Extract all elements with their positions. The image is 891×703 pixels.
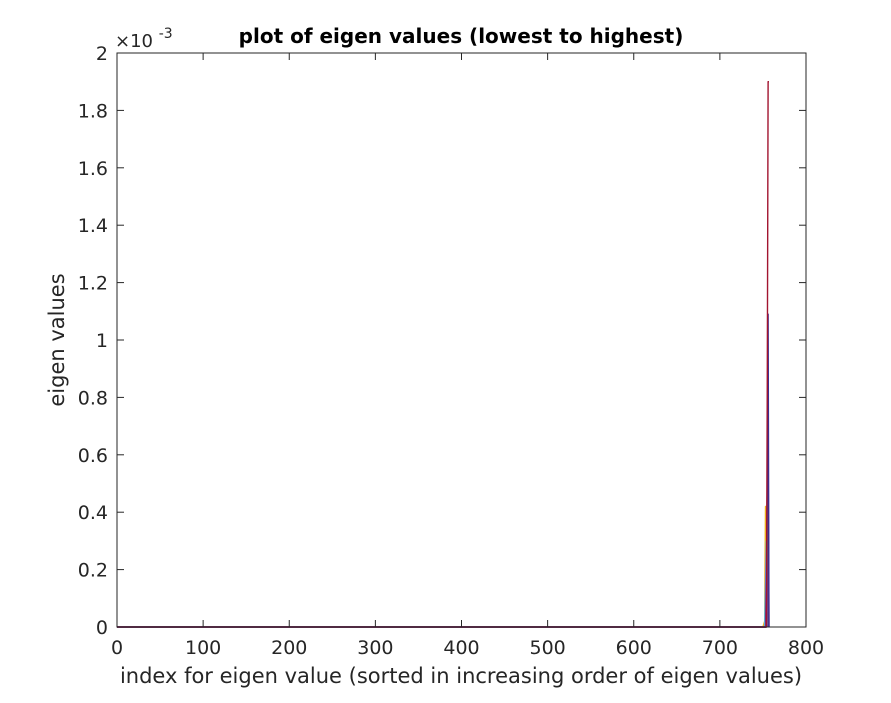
x-tick-label: 0 [111, 637, 123, 659]
y-axis-title: eigen values [45, 273, 69, 406]
y-tick-label: 1.6 [78, 158, 108, 180]
ticks-layer: 0 100 200 300 400 500 600 700 800 0 0.2 0.4 0.6 0.8 1 1… [78, 43, 824, 659]
y-tick-label: 1 [96, 330, 108, 352]
x-tick-label: 800 [788, 637, 824, 659]
x-tick-label: 600 [616, 637, 652, 659]
y-tick-label: 1.4 [78, 215, 108, 237]
y-tick-label: 0.2 [78, 560, 108, 582]
plot-area [117, 53, 806, 627]
y-tick-label: 0.4 [78, 502, 108, 524]
y-exponent-base: ×10 [115, 31, 153, 52]
x-tick-label: 500 [529, 637, 565, 659]
chart-title: plot of eigen values (lowest to highest) [239, 24, 684, 48]
x-tick-label: 700 [702, 637, 738, 659]
y-tick-label: 0.6 [78, 445, 108, 467]
y-exponent-label: ×10 -3 [115, 26, 173, 52]
y-tick-label: 1.8 [78, 100, 108, 122]
y-tick-label: 0.8 [78, 387, 108, 409]
y-tick-label: 2 [96, 43, 108, 65]
x-tick-label: 300 [357, 637, 393, 659]
x-axis-title: index for eigen value (sorted in increas… [120, 664, 802, 688]
x-tick-label: 100 [185, 637, 221, 659]
y-tick-label: 1.2 [78, 273, 108, 295]
x-tick-label: 400 [443, 637, 479, 659]
y-tick-label: 0 [96, 617, 108, 639]
x-tick-label: 200 [271, 637, 307, 659]
y-exponent-power: -3 [159, 26, 173, 42]
